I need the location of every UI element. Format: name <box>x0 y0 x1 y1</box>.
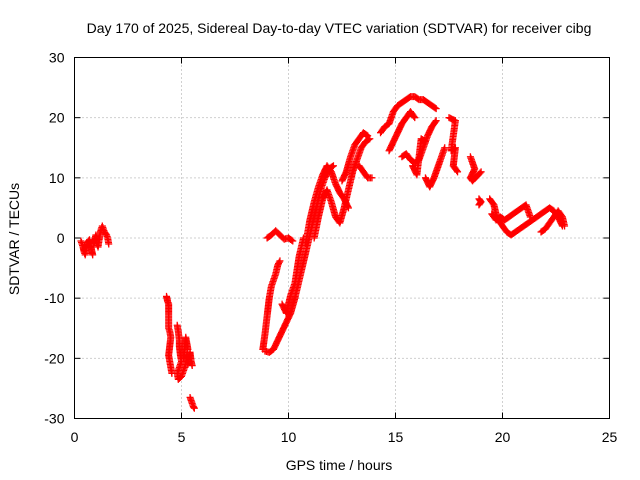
y-axis-ticks: -30 -20 -10 0 10 20 30 <box>44 50 610 427</box>
data-point <box>476 169 484 177</box>
data-point <box>431 118 439 126</box>
x-axis-label: GPS time / hours <box>286 457 393 473</box>
x-tick-label: 20 <box>495 429 511 445</box>
data-point <box>276 257 284 265</box>
y-axis-label: SDTVAR / TECUs <box>6 183 22 295</box>
data-point <box>432 117 440 125</box>
y-tick-label: 10 <box>49 170 65 186</box>
data-point <box>421 138 429 146</box>
data-point <box>364 132 372 140</box>
y-tick-label: -30 <box>44 411 64 427</box>
data-point <box>454 168 462 176</box>
x-tick-label: 5 <box>178 429 186 445</box>
grid-lines <box>74 57 610 419</box>
y-tick-label: 0 <box>57 230 65 246</box>
data-point <box>453 167 461 175</box>
data-point <box>288 236 296 244</box>
data-point <box>526 213 534 221</box>
data-point <box>411 114 419 122</box>
x-tick-label: 10 <box>281 429 297 445</box>
y-tick-label: -10 <box>44 290 64 306</box>
data-point <box>561 222 569 230</box>
data-point <box>365 135 373 143</box>
data-point <box>289 237 297 245</box>
y-tick-label: -20 <box>44 350 64 366</box>
chart-title: Day 170 of 2025, Sidereal Day-to-day VTE… <box>87 20 592 36</box>
data-point <box>184 345 192 353</box>
y-tick-label: 30 <box>49 50 65 66</box>
y-tick-label: 20 <box>49 110 65 126</box>
data-point <box>476 200 484 208</box>
data-points <box>77 93 569 412</box>
data-point <box>105 240 113 248</box>
data-point <box>477 168 485 176</box>
x-tick-label: 15 <box>388 429 404 445</box>
data-point <box>89 251 97 259</box>
data-point <box>275 258 283 266</box>
data-point <box>188 362 196 370</box>
data-point <box>368 174 376 182</box>
data-point <box>190 404 198 412</box>
x-axis-ticks: 0 5 10 15 20 25 <box>71 57 618 445</box>
data-point <box>420 137 428 145</box>
data-point <box>441 144 449 152</box>
data-point <box>410 112 418 120</box>
data-point <box>363 131 371 139</box>
x-tick-label: 25 <box>602 429 618 445</box>
x-tick-label: 0 <box>71 429 79 445</box>
data-point <box>431 104 439 112</box>
data-point <box>432 105 440 113</box>
data-point <box>329 162 337 170</box>
data-point <box>475 201 483 209</box>
